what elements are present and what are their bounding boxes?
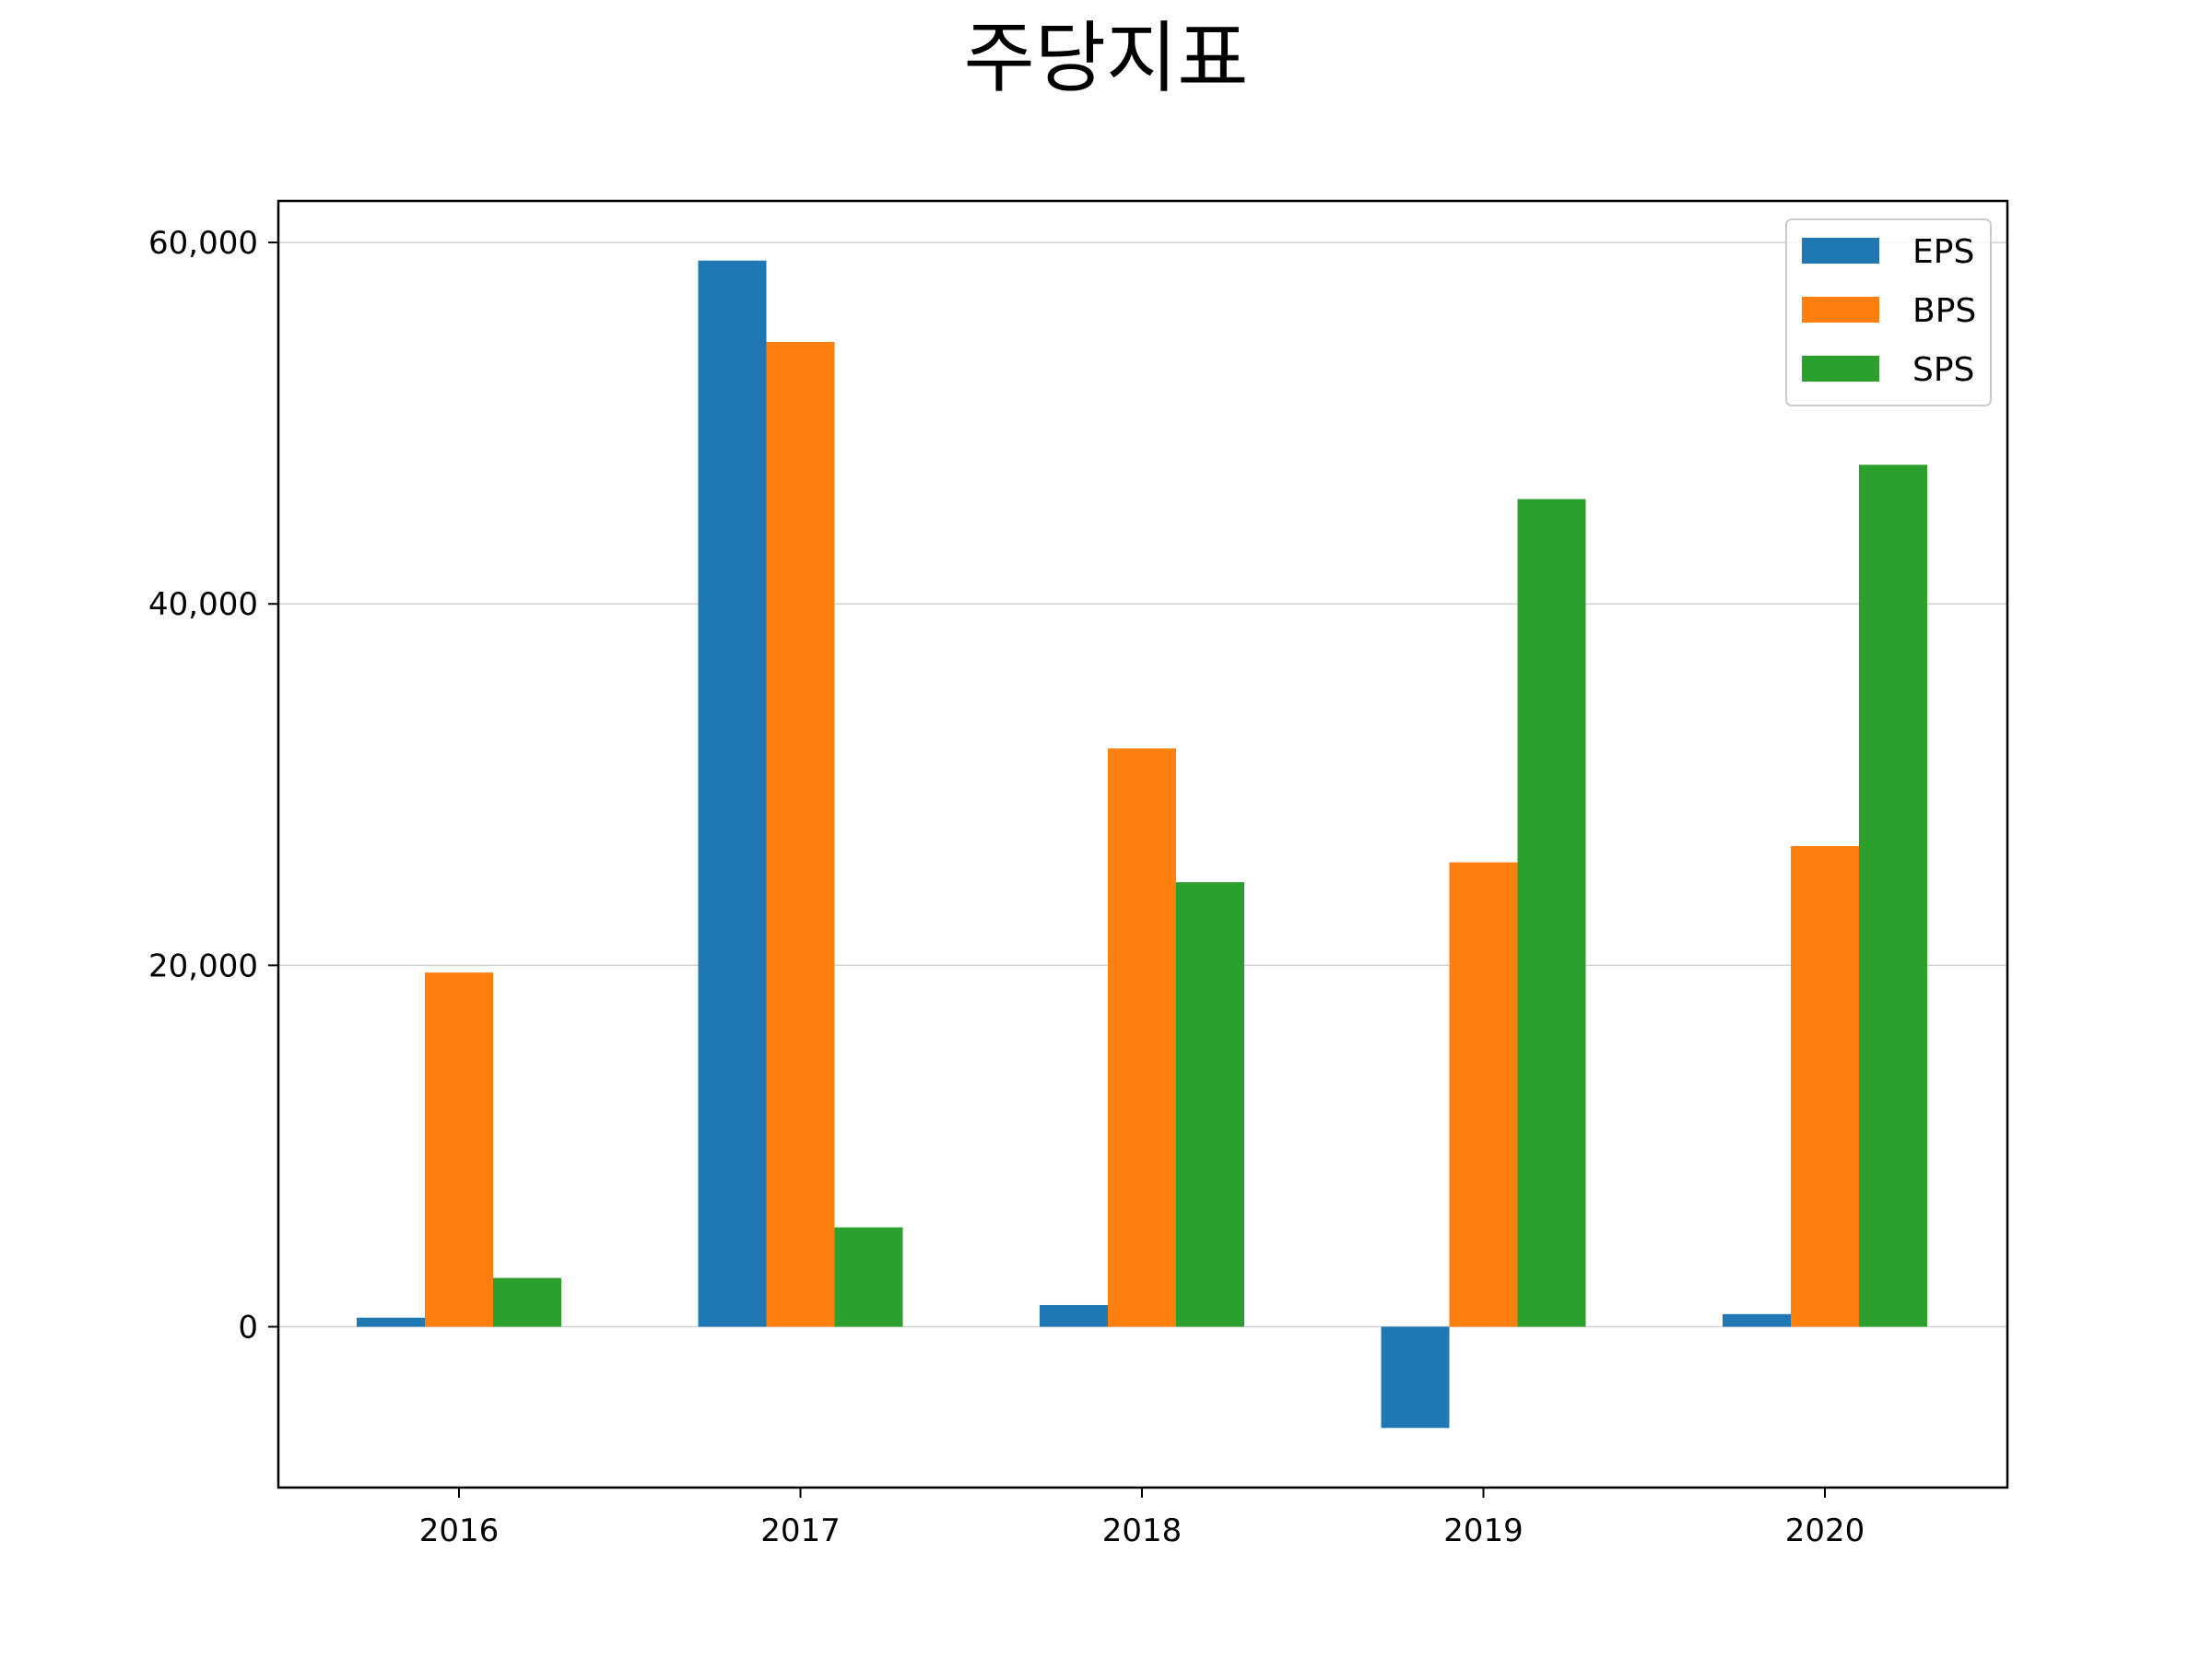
- legend-swatch-eps: [1802, 238, 1879, 264]
- bars: [357, 260, 1927, 1429]
- bar-eps-2019: [1381, 1326, 1450, 1429]
- x-tick-label: 2020: [1785, 1512, 1865, 1549]
- y-tick-label: 0: [238, 1310, 258, 1347]
- y-axis: 0 20,000 40,000 60,000: [148, 225, 278, 1347]
- legend-swatch-sps: [1802, 356, 1879, 382]
- bar-eps-2016: [357, 1317, 425, 1327]
- bar-eps-2020: [1723, 1313, 1791, 1327]
- x-tick-label: 2018: [1102, 1512, 1182, 1549]
- bar-bps-2016: [425, 972, 493, 1327]
- legend: EPS BPS SPS: [1785, 218, 1992, 406]
- x-axis: 2016 2017 2018 2019 2020: [419, 1488, 1865, 1549]
- bar-bps-2017: [766, 341, 835, 1327]
- legend-label-eps: EPS: [1912, 233, 1974, 271]
- chart-title: 주당지표: [963, 13, 1248, 103]
- y-tick-label: 20,000: [148, 947, 258, 984]
- y-tick-label: 60,000: [148, 225, 258, 262]
- legend-swatch-bps: [1802, 297, 1879, 323]
- bar-eps-2017: [698, 260, 767, 1327]
- x-tick-label: 2016: [419, 1512, 500, 1549]
- legend-label-sps: SPS: [1912, 351, 1974, 389]
- y-tick-label: 40,000: [148, 586, 258, 623]
- x-tick-label: 2019: [1443, 1512, 1524, 1549]
- bar-eps-2018: [1040, 1304, 1108, 1327]
- legend-label-bps: BPS: [1912, 292, 1976, 330]
- bar-sps-2020: [1859, 465, 1927, 1327]
- bar-sps-2019: [1517, 499, 1586, 1327]
- bar-sps-2018: [1176, 882, 1244, 1327]
- bar-bps-2018: [1108, 748, 1176, 1327]
- bar-bps-2020: [1791, 845, 1859, 1327]
- bar-sps-2016: [493, 1277, 561, 1327]
- bar-sps-2017: [834, 1227, 903, 1327]
- x-tick-label: 2017: [760, 1512, 841, 1549]
- bar-bps-2019: [1449, 862, 1518, 1327]
